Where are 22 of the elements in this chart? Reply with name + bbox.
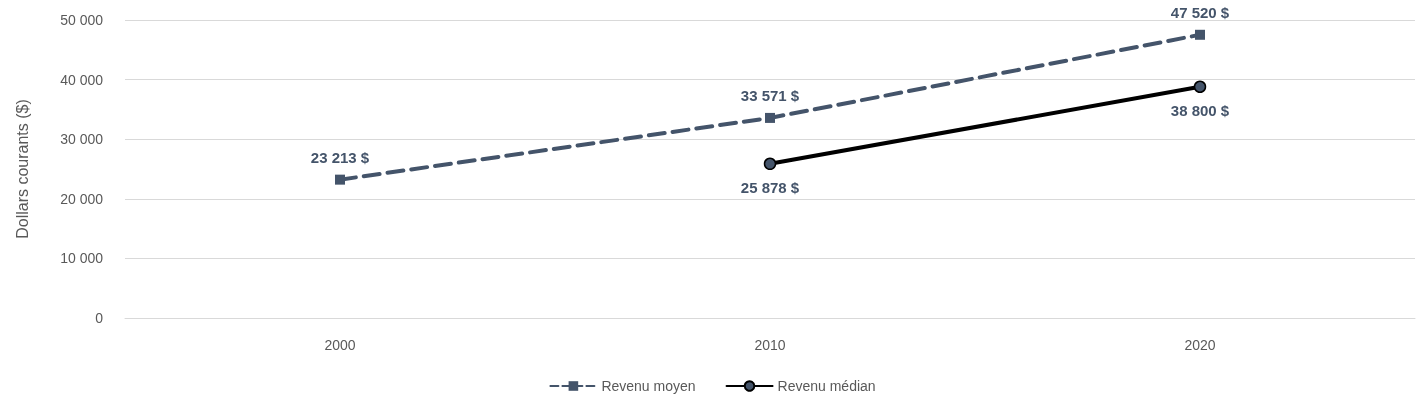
- x-tick-label: 2000: [324, 337, 356, 353]
- data-label: 38 800 $: [1170, 102, 1230, 119]
- data-label: 47 520 $: [1170, 3, 1230, 21]
- legend-label: Revenu médian: [777, 378, 876, 394]
- y-tick-label: 20 000: [60, 190, 104, 207]
- y-tick-label: 40 000: [60, 71, 104, 88]
- legend-label: Revenu moyen: [601, 378, 696, 394]
- y-tick-label: 50 000: [60, 12, 104, 28]
- point: [763, 157, 777, 171]
- y-tick-label: 10 000: [60, 250, 104, 267]
- y-tick-label: 30 000: [60, 131, 104, 148]
- y-tick-label: 0: [95, 310, 104, 326]
- point: [1193, 80, 1207, 93]
- point: [1195, 29, 1205, 40]
- data-label: 25 878 $: [740, 179, 800, 197]
- y-axis-title: Dollars courants ($): [13, 99, 31, 239]
- point: [765, 112, 775, 123]
- data-label: 33 571 $: [740, 86, 800, 104]
- x-tick-label: 2020: [1184, 337, 1216, 353]
- data-label: 23 213 $: [310, 148, 370, 166]
- point: [335, 174, 345, 185]
- x-tick-label: 2010: [754, 337, 786, 353]
